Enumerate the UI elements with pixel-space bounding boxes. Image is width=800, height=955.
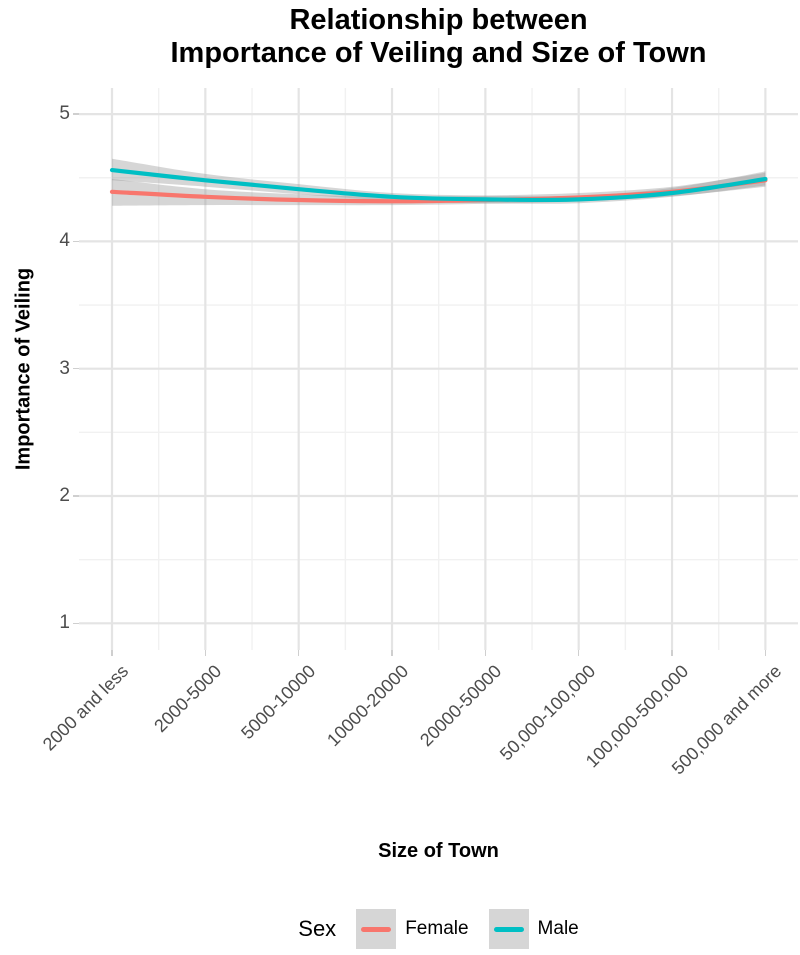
- x-tick-label: 2000-5000: [150, 661, 226, 737]
- y-tick-mark: [73, 622, 79, 625]
- y-tick-label: 3: [59, 357, 70, 379]
- chart-title-line1: Relationship between: [289, 4, 588, 36]
- y-tick-mark: [73, 240, 79, 243]
- y-tick-mark: [73, 495, 79, 497]
- y-tick-label: 2: [59, 485, 70, 506]
- legend: Sex Female Male: [79, 906, 798, 952]
- x-tick-mark: [671, 650, 673, 656]
- x-tick-label: 50,000-100,000: [495, 661, 599, 765]
- y-tick-label: 1: [59, 612, 70, 634]
- x-tick-label: 10000-20000: [323, 661, 413, 751]
- legend-title: Sex: [298, 916, 337, 941]
- x-tick-mark: [577, 650, 580, 656]
- y-tick-label: 4: [59, 230, 70, 252]
- x-tick-label: 20000-50000: [416, 661, 506, 751]
- legend-key-line-icon: [361, 926, 392, 932]
- x-axis-title: Size of Town: [378, 840, 499, 862]
- male-ci-ribbon: [112, 158, 766, 204]
- y-tick-mark: [73, 113, 79, 115]
- x-tick-label: 5000-10000: [236, 661, 319, 744]
- male-trend-line: [109, 168, 768, 203]
- legend-item-male: Male: [488, 909, 579, 949]
- y-tick-label: 5: [59, 103, 70, 125]
- legend-label: Female: [405, 918, 469, 939]
- legend-key-female: [356, 909, 397, 949]
- x-tick-mark: [484, 650, 487, 656]
- y-tick-mark: [73, 367, 79, 370]
- x-tick-label: 2000 and less: [38, 661, 133, 755]
- legend-key-male: [488, 909, 529, 949]
- x-tick-mark: [764, 650, 767, 656]
- legend-key-line-icon: [493, 926, 524, 932]
- legend-label: Male: [537, 918, 579, 939]
- chart-title-line2: Importance of Veiling and Size of Town: [170, 37, 707, 69]
- x-tick-mark: [204, 650, 207, 656]
- x-tick-mark: [391, 650, 393, 656]
- x-tick-mark: [297, 650, 300, 656]
- legend-item-female: Female: [356, 909, 469, 949]
- x-tick-mark: [111, 650, 113, 656]
- plot-panel: [79, 88, 798, 650]
